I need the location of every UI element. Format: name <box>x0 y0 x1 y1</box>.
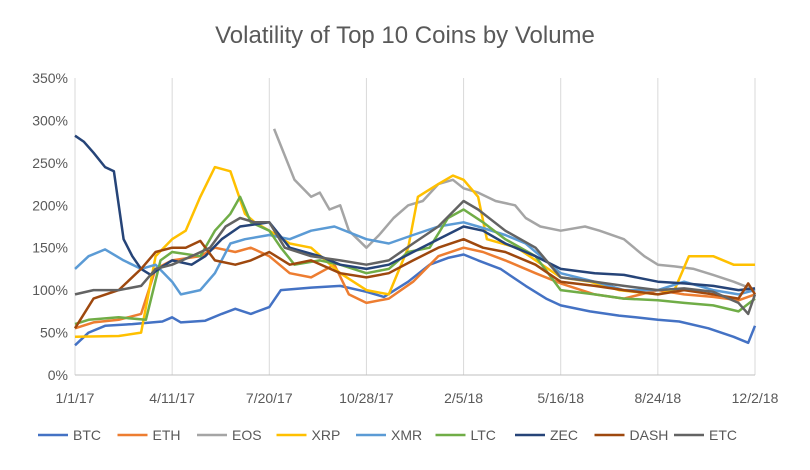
legend-label-btc: BTC <box>73 427 101 443</box>
y-tick-label: 350% <box>32 70 68 86</box>
x-tick-label: 1/1/17 <box>56 390 95 406</box>
legend-label-eos: EOS <box>232 427 262 443</box>
x-tick-label: 4/11/17 <box>149 390 195 406</box>
series-line-btc <box>74 253 757 347</box>
y-tick-label: 250% <box>32 155 68 171</box>
series-line-ltc <box>74 195 756 326</box>
y-tick-label: 50% <box>40 325 68 341</box>
y-tick-label: 100% <box>32 282 68 298</box>
axis-layer: 0% 50% 100% 150% 200% 250% 300% 350% 1/1/17 4/11/… <box>32 70 778 406</box>
series-line-etc <box>74 199 757 316</box>
chart-title: Volatility of Top 10 Coins by Volume <box>215 22 595 49</box>
y-tick-label: 0% <box>48 367 68 383</box>
legend-label-xmr: XMR <box>391 427 422 443</box>
x-tick-label: 12/2/18 <box>732 390 779 406</box>
legend-label-etc: ETC <box>709 427 737 443</box>
grid-layer <box>74 78 756 375</box>
legend-label-xrp: XRP <box>312 427 341 443</box>
y-tick-label: 150% <box>32 240 68 256</box>
legend-label-eth: ETH <box>153 427 181 443</box>
legend-label-dash: DASH <box>630 427 669 443</box>
x-tick-label: 8/24/18 <box>634 390 681 406</box>
x-tick-label: 7/20/17 <box>246 390 293 406</box>
series-line-eos <box>272 128 756 292</box>
legend-label-ltc: LTC <box>471 427 496 443</box>
series-layer <box>73 128 757 347</box>
y-tick-label: 200% <box>32 197 68 213</box>
y-tick-label: 300% <box>32 112 68 128</box>
legend: BTC ETH EOS XRP XMR LTC ZEC DASH ETC <box>38 427 737 443</box>
legend-label-zec: ZEC <box>550 427 578 443</box>
x-tick-label: 5/16/18 <box>537 390 584 406</box>
x-tick-label: 2/5/18 <box>444 390 483 406</box>
x-tick-label: 10/28/17 <box>339 390 394 406</box>
series-line-dash <box>73 237 757 329</box>
